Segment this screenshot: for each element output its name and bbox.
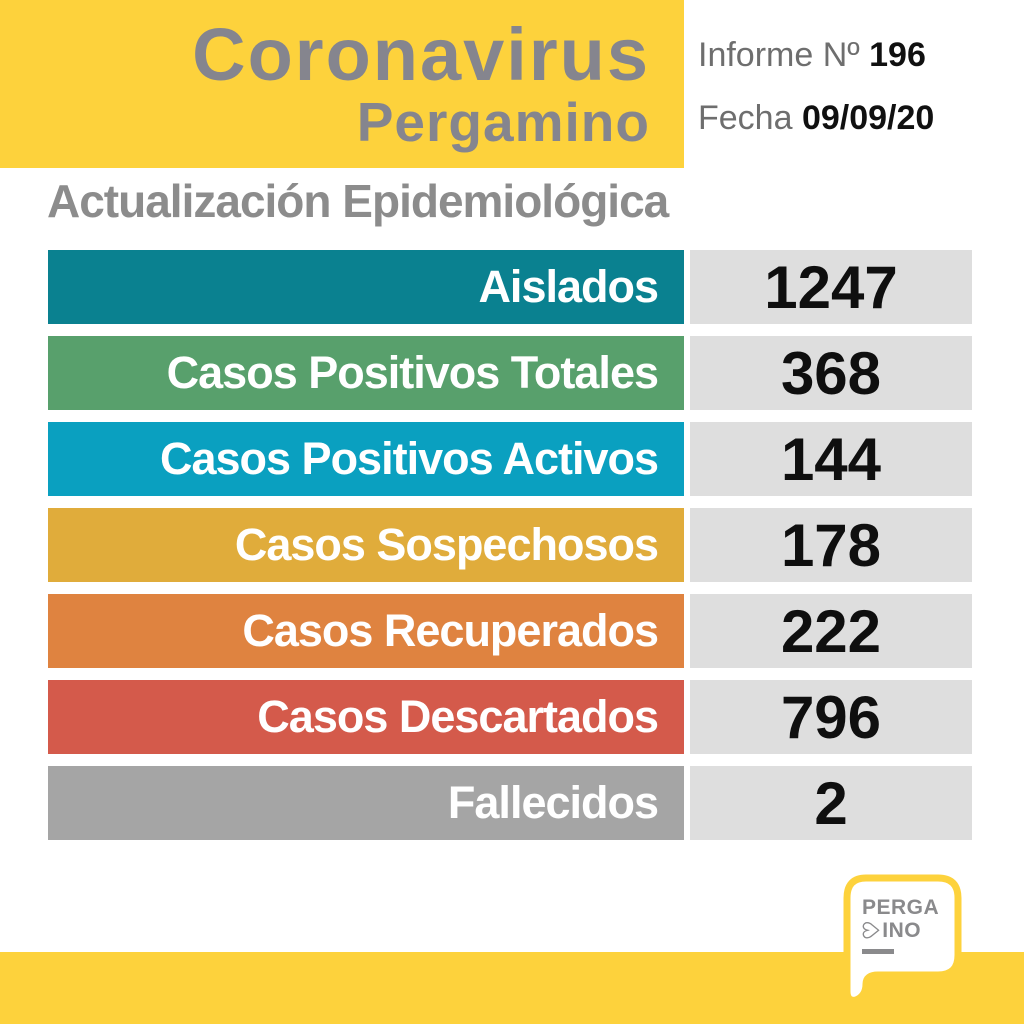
- header-banner: Coronavirus Pergamino: [0, 0, 684, 168]
- row-label-bar: Fallecidos: [48, 766, 684, 840]
- logo-line2: ♡INO: [859, 919, 939, 942]
- row-value: 178: [690, 508, 972, 582]
- row-value: 796: [690, 680, 972, 754]
- row-value: 144: [690, 422, 972, 496]
- table-row-aislados: Aislados 1247: [48, 250, 972, 324]
- title-coronavirus: Coronavirus: [192, 13, 650, 96]
- report-date-label: Fecha: [698, 99, 793, 137]
- row-label-bar: Aislados: [48, 250, 684, 324]
- report-date-value: 09/09/20: [801, 99, 935, 137]
- title-pergamino: Pergamino: [356, 91, 650, 153]
- logo-line1: PERGA: [862, 896, 940, 919]
- row-label-bar: Casos Recuperados: [48, 594, 684, 668]
- logo-line2-text: INO: [882, 919, 922, 942]
- report-number-line: Informe Nº 196: [698, 36, 1018, 75]
- table-row-casos-positivos-activos: Casos Positivos Activos 144: [48, 422, 972, 496]
- logo-text: PERGA ♡INO: [859, 896, 940, 954]
- row-label-bar: Casos Positivos Totales: [48, 336, 684, 410]
- report-date-line: Fecha 09/09/20: [698, 99, 1018, 138]
- row-label-bar: Casos Descartados: [48, 680, 684, 754]
- table-row-casos-positivos-totales: Casos Positivos Totales 368: [48, 336, 972, 410]
- page-title: Actualización Epidemiológica: [47, 175, 669, 227]
- stats-table: Aislados 1247 Casos Positivos Totales 36…: [48, 250, 972, 852]
- heart-icon: ♡: [859, 919, 885, 941]
- report-number-value: 196: [869, 36, 926, 74]
- table-row-casos-descartados: Casos Descartados 796: [48, 680, 972, 754]
- logo-underline: [862, 949, 894, 954]
- report-info: Informe Nº 196 Fecha 09/09/20: [698, 36, 1018, 162]
- row-value: 1247: [690, 250, 972, 324]
- row-value: 2: [690, 766, 972, 840]
- table-row-fallecidos: Fallecidos 2: [48, 766, 972, 840]
- row-value: 222: [690, 594, 972, 668]
- report-number-label: Informe Nº: [698, 36, 860, 74]
- speech-bubble-icon: [843, 874, 962, 1004]
- row-label-bar: Casos Sospechosos: [48, 508, 684, 582]
- row-value: 368: [690, 336, 972, 410]
- pergamino-logo: PERGA ♡INO: [842, 874, 962, 1004]
- row-label-bar: Casos Positivos Activos: [48, 422, 684, 496]
- table-row-casos-recuperados: Casos Recuperados 222: [48, 594, 972, 668]
- table-row-casos-sospechosos: Casos Sospechosos 178: [48, 508, 972, 582]
